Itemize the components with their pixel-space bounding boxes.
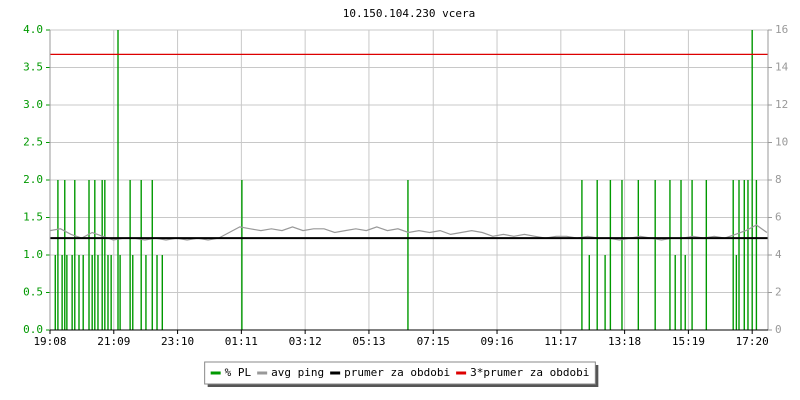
x-tick-label: 07:15 — [417, 335, 450, 348]
y-tick-label: 1.0 — [23, 248, 43, 261]
x-tick-label: 13:18 — [608, 335, 641, 348]
y-tick-label: 0.0 — [23, 323, 43, 336]
y2-tick-label: 0 — [775, 323, 782, 336]
x-tick-label: 19:08 — [33, 335, 66, 348]
y2-tick-label: 2 — [775, 286, 782, 299]
y2-tick-label: 12 — [775, 98, 788, 111]
y-tick-label: 2.0 — [23, 173, 43, 186]
x-tick-label: 03:12 — [289, 335, 322, 348]
legend-label: % PL — [225, 366, 252, 379]
legend-label: 3*prumer za obdobi — [470, 366, 589, 379]
y2-tick-label: 6 — [775, 211, 782, 224]
legend-label: avg ping — [271, 366, 324, 379]
y2-tick-label: 16 — [775, 23, 788, 36]
x-tick-label: 11:17 — [544, 335, 577, 348]
x-tick-label: 23:10 — [161, 335, 194, 348]
x-tick-label: 17:20 — [736, 335, 769, 348]
legend — [204, 361, 596, 385]
x-tick-label: 09:16 — [480, 335, 513, 348]
y2-tick-label: 8 — [775, 173, 782, 186]
x-tick-label: 05:13 — [352, 335, 385, 348]
x-tick-label: 21:09 — [97, 335, 130, 348]
chart-title: 10.150.104.230 vcera — [343, 7, 475, 20]
y-tick-label: 0.5 — [23, 286, 43, 299]
y-tick-label: 4.0 — [23, 23, 43, 36]
legend-label: prumer za obdobi — [344, 366, 450, 379]
x-tick-label: 01:11 — [225, 335, 258, 348]
y2-tick-label: 10 — [775, 136, 788, 149]
y2-tick-label: 4 — [775, 248, 782, 261]
x-tick-label: 15:19 — [672, 335, 705, 348]
legend-items: % PL avg ping prumer za obdobi 3*prumer za … — [210, 366, 589, 379]
y-tick-label: 3.5 — [23, 61, 43, 74]
y-tick-label: 2.5 — [23, 136, 43, 149]
y-tick-label: 3.0 — [23, 98, 43, 111]
y2-tick-label: 14 — [775, 61, 789, 74]
y-tick-label: 1.5 — [23, 211, 43, 224]
